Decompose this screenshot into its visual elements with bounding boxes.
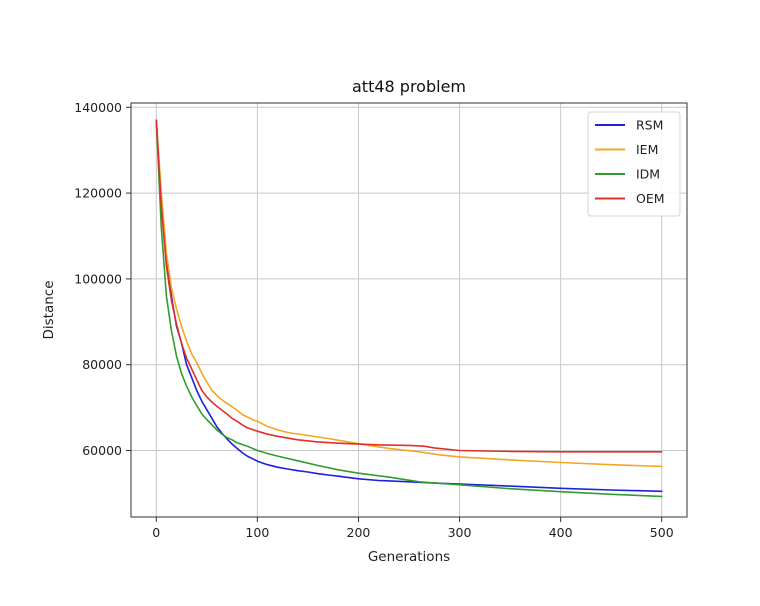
series-line-idm bbox=[155, 119, 663, 498]
y-axis-label: Distance bbox=[41, 280, 57, 339]
x-tick-label: 100 bbox=[245, 525, 269, 540]
x-tick-label: 400 bbox=[549, 525, 573, 540]
axis-ticks: 0 100 200 300 400 500 60000 80000 100000 120000 14… bbox=[74, 100, 673, 540]
series-line-iem bbox=[155, 119, 663, 468]
x-tick-label: 500 bbox=[650, 525, 674, 540]
legend-label-idm: IDM bbox=[636, 167, 660, 182]
chart-title: att48 problem bbox=[352, 77, 466, 96]
y-tick-label: 120000 bbox=[74, 186, 122, 201]
y-tick-label: 140000 bbox=[74, 100, 122, 115]
x-tick-label: 200 bbox=[347, 525, 371, 540]
y-tick-label: 60000 bbox=[82, 443, 122, 458]
legend-label-iem: IEM bbox=[636, 142, 658, 157]
x-tick-label: 300 bbox=[448, 525, 472, 540]
series-line-oem bbox=[155, 119, 663, 453]
series-line-rsm bbox=[155, 119, 663, 493]
legend-label-rsm: RSM bbox=[636, 118, 663, 133]
plot-area-frame bbox=[130, 102, 688, 518]
x-tick-label: 0 bbox=[152, 525, 160, 540]
x-axis-label: Generations bbox=[368, 549, 450, 565]
y-tick-label: 80000 bbox=[82, 357, 122, 372]
legend-label-oem: OEM bbox=[636, 191, 665, 206]
legend-box bbox=[587, 111, 681, 217]
y-tick-label: 100000 bbox=[74, 271, 122, 286]
legend: RSM IEM IDM OEM bbox=[587, 111, 681, 217]
series-lines bbox=[155, 119, 663, 498]
